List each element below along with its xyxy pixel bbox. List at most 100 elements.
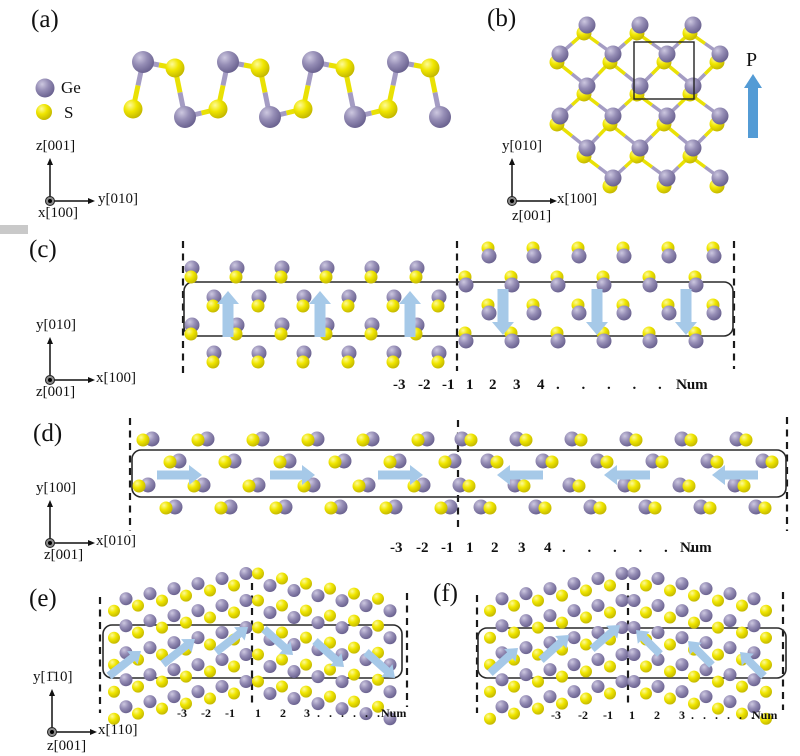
s-atom [736,707,748,720]
ge-atom [191,685,205,699]
ge-atom [567,604,581,618]
s-atom [688,589,700,602]
s-atom [163,455,177,469]
ge-atom [263,660,277,674]
panel-a-structure [123,51,451,128]
s-atom [348,587,360,600]
ge-atom [263,687,277,701]
legend-s-label: S [64,103,74,122]
s-atom [335,58,355,78]
ge-atom [519,587,533,601]
ge-atom [591,599,605,613]
s-atom [484,712,496,725]
s-atom [556,589,568,602]
s-atom [229,270,243,284]
ge-atom [335,621,349,635]
ge-atom [259,106,281,128]
s-atom [434,501,448,515]
ge-atom [615,594,629,608]
layer-index-label: 2 [654,708,660,722]
polarization-arrow [363,649,395,678]
ge-atom [711,45,729,63]
s-atom [246,433,260,447]
polarization-label: P [746,49,758,71]
ge-atom [675,685,689,699]
s-atom [739,433,753,447]
polarization-arrow [487,648,518,676]
s-atom [276,653,288,666]
s-atom [36,104,52,120]
axis-a-up: z[001] [36,138,76,154]
axis-c-up: y[010] [36,317,76,333]
ge-atom [287,584,301,598]
layer-index-label: . . . . . . [562,540,703,556]
legend-ge-label: Ge [61,78,81,97]
layer-index-row-e: -3 -2 -1 1 2 3. . . . . . Num [0,706,800,726]
ge-atom [143,695,157,709]
ge-atom [143,641,157,655]
axis-e-right: x[110] [98,722,138,738]
polarization-arrow [712,465,758,485]
ge-atom [661,305,677,321]
s-atom [538,501,552,515]
ge-atom [627,648,641,662]
ge-atom [495,700,509,714]
s-atom [640,579,652,592]
s-atom [273,455,287,469]
s-atom [250,58,270,78]
s-atom [180,589,192,602]
ge-atom [359,626,373,640]
panel-b-structure [549,16,762,194]
s-atom [364,270,378,284]
s-atom [383,455,397,469]
s-atom [648,501,662,515]
layer-index-label: -3 [177,706,187,720]
ge-atom [699,690,713,704]
ge-atom [481,248,497,264]
ge-atom [167,582,181,596]
s-atom [372,673,384,686]
ge-atom [167,609,181,623]
s-atom [156,621,168,634]
s-atom [204,665,216,678]
ge-atom [191,604,205,618]
s-atom [356,433,370,447]
s-atom [341,355,355,369]
ge-atom [631,77,649,95]
ge-atom [429,106,451,128]
s-atom [629,433,643,447]
s-atom [242,479,256,493]
s-atom [180,697,192,710]
s-atom [574,433,588,447]
ge-atom [723,668,737,682]
ge-atom [631,139,649,157]
s-atom [556,697,568,710]
polarization-arrow [497,465,543,485]
s-atom [341,299,355,313]
s-atom [156,675,168,688]
layer-index-label: Num [752,708,778,722]
ge-atom [591,680,605,694]
layer-index-label: 2 [280,706,286,720]
s-atom [710,455,724,469]
layer-index-label: -1 [442,377,455,393]
axis-a-plane: x[100] [38,205,78,221]
polarization-arrow [604,465,650,485]
polarization-arrow [270,465,315,485]
ge-atom [642,277,658,293]
layer-index-label: -3 [393,377,406,393]
s-atom [580,665,592,678]
polarization-arrow [636,630,663,657]
axis-d-plane: z[001] [44,547,84,563]
s-atom [372,619,384,632]
layer-index-label: . . . . . . [556,377,697,393]
ge-atom [604,45,622,63]
polarization-arrow [213,627,248,656]
ge-atom [631,16,649,34]
layer-index-label: Num [381,706,407,720]
axis-c-right: x[100] [96,370,136,386]
s-atom [765,455,779,469]
s-atom [508,599,520,612]
ge-atom [458,277,474,293]
ge-atom [174,106,196,128]
